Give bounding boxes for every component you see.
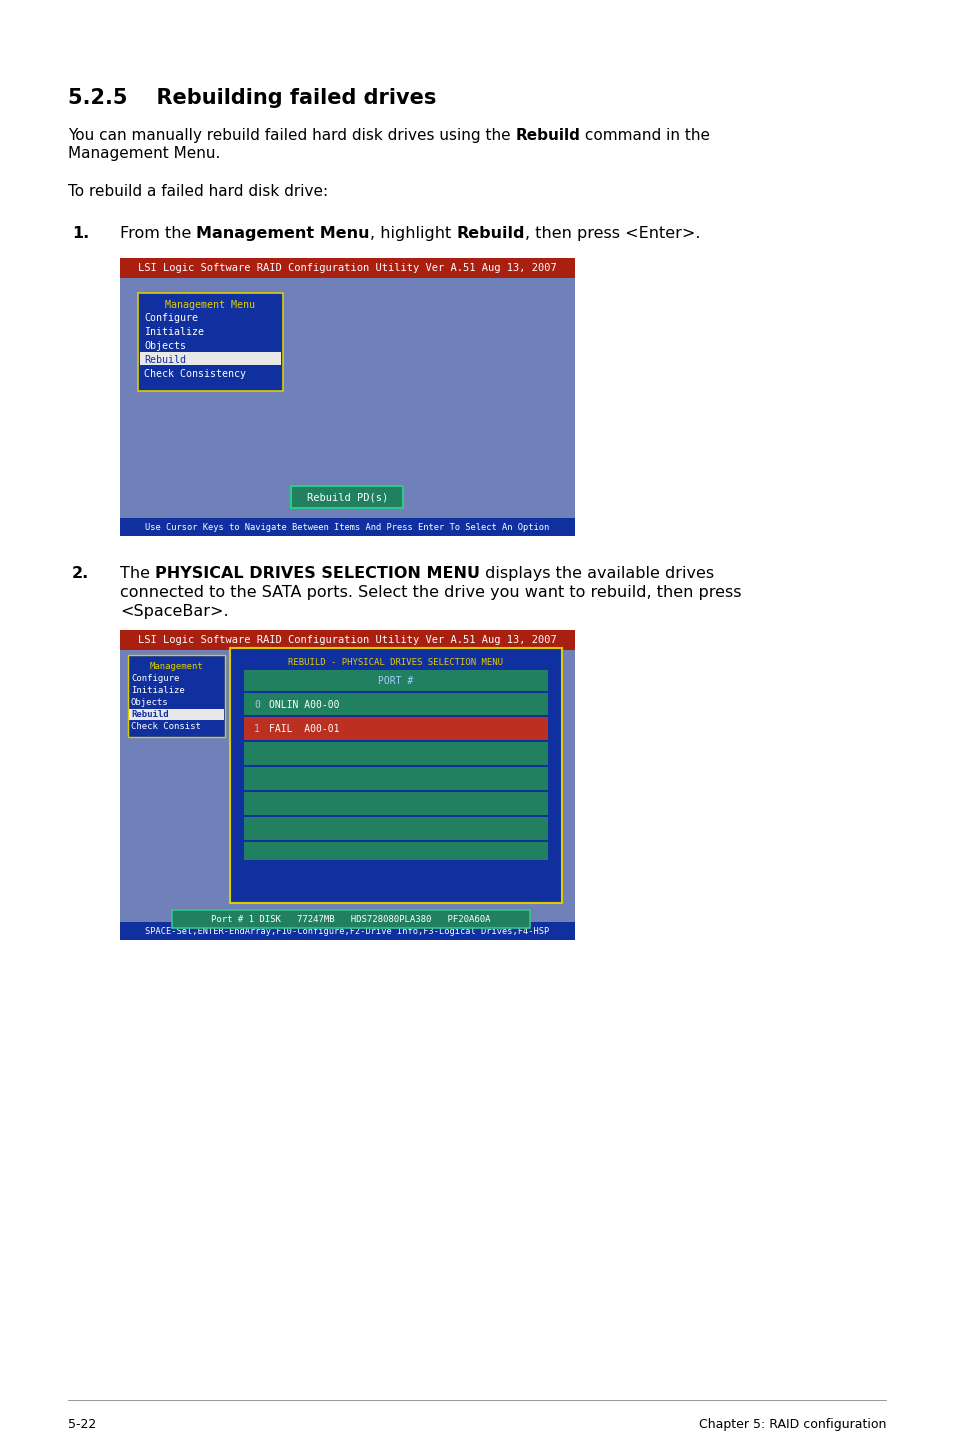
Text: Management Menu: Management Menu bbox=[196, 226, 370, 242]
Bar bbox=[120, 257, 575, 278]
Bar bbox=[244, 765, 547, 766]
Text: Port # 1 DISK   77247MB   HDS728080PLA380   PF20A60A: Port # 1 DISK 77247MB HDS728080PLA380 PF… bbox=[211, 915, 490, 923]
Bar bbox=[244, 742, 547, 766]
Text: command in the: command in the bbox=[579, 128, 710, 142]
Text: Management Menu: Management Menu bbox=[165, 301, 255, 311]
Bar bbox=[292, 486, 403, 508]
Bar bbox=[230, 649, 561, 903]
Text: 1.: 1. bbox=[71, 226, 90, 242]
Text: connected to the SATA ports. Select the drive you want to rebuild, then press: connected to the SATA ports. Select the … bbox=[120, 585, 740, 600]
Bar bbox=[172, 910, 530, 928]
Bar bbox=[244, 792, 547, 817]
Text: REBUILD - PHYSICAL DRIVES SELECTION MENU: REBUILD - PHYSICAL DRIVES SELECTION MENU bbox=[288, 659, 503, 667]
Bar bbox=[120, 650, 575, 940]
Text: Rebuild PD(s): Rebuild PD(s) bbox=[307, 492, 388, 502]
Text: , highlight: , highlight bbox=[370, 226, 456, 242]
Text: Rebuild: Rebuild bbox=[456, 226, 524, 242]
Bar bbox=[244, 840, 547, 843]
Text: PHYSICAL DRIVES SELECTION MENU: PHYSICAL DRIVES SELECTION MENU bbox=[155, 567, 479, 581]
Bar bbox=[120, 922, 575, 940]
Text: LSI Logic Software RAID Configuration Utility Ver A.51 Aug 13, 2007: LSI Logic Software RAID Configuration Ut… bbox=[138, 263, 557, 273]
Text: FAIL  A00-01: FAIL A00-01 bbox=[269, 725, 339, 735]
Text: Initialize: Initialize bbox=[144, 326, 204, 336]
Text: Initialize: Initialize bbox=[131, 686, 185, 695]
Bar bbox=[244, 692, 547, 718]
Text: You can manually rebuild failed hard disk drives using the: You can manually rebuild failed hard dis… bbox=[68, 128, 515, 142]
Text: SPACE-Sel,ENTER-EndArray,F10-Configure,F2-Drive Info,F3-Logical Drives,F4-HSP: SPACE-Sel,ENTER-EndArray,F10-Configure,F… bbox=[145, 926, 549, 936]
Text: ONLIN A00-00: ONLIN A00-00 bbox=[269, 699, 339, 709]
Bar bbox=[128, 654, 225, 738]
Text: 2.: 2. bbox=[71, 567, 90, 581]
Text: Configure: Configure bbox=[144, 313, 198, 324]
Text: Rebuild: Rebuild bbox=[131, 710, 169, 719]
Text: Configure: Configure bbox=[131, 674, 179, 683]
Bar bbox=[244, 692, 547, 693]
Text: Rebuild: Rebuild bbox=[515, 128, 579, 142]
Text: Rebuild: Rebuild bbox=[144, 355, 186, 365]
Text: 0: 0 bbox=[253, 699, 259, 709]
Text: Objects: Objects bbox=[131, 697, 169, 707]
Bar bbox=[120, 278, 575, 536]
Text: 5.2.5    Rebuilding failed drives: 5.2.5 Rebuilding failed drives bbox=[68, 88, 436, 108]
Text: Objects: Objects bbox=[144, 341, 186, 351]
Text: Management: Management bbox=[150, 661, 203, 672]
Text: From the: From the bbox=[120, 226, 196, 242]
Bar bbox=[140, 352, 281, 365]
Bar bbox=[244, 741, 547, 742]
Bar bbox=[244, 766, 547, 792]
Text: Check Consist: Check Consist bbox=[131, 722, 201, 731]
Text: Check Consistency: Check Consistency bbox=[144, 370, 246, 380]
Text: The: The bbox=[120, 567, 155, 581]
Text: displays the available drives: displays the available drives bbox=[479, 567, 714, 581]
Bar bbox=[244, 817, 547, 843]
Text: , then press <Enter>.: , then press <Enter>. bbox=[524, 226, 700, 242]
Text: 5-22: 5-22 bbox=[68, 1418, 96, 1431]
Bar bbox=[244, 715, 547, 718]
Text: To rebuild a failed hard disk drive:: To rebuild a failed hard disk drive: bbox=[68, 184, 328, 198]
Text: Chapter 5: RAID configuration: Chapter 5: RAID configuration bbox=[698, 1418, 885, 1431]
Bar bbox=[120, 630, 575, 650]
Text: Management Menu.: Management Menu. bbox=[68, 147, 220, 161]
Bar bbox=[244, 789, 547, 792]
Bar bbox=[244, 718, 547, 742]
Text: PORT #: PORT # bbox=[378, 676, 414, 686]
Bar bbox=[244, 815, 547, 817]
Text: 1: 1 bbox=[253, 725, 259, 735]
Bar bbox=[120, 518, 575, 536]
Bar bbox=[244, 670, 547, 860]
Text: Use Cursor Keys to Navigate Between Items And Press Enter To Select An Option: Use Cursor Keys to Navigate Between Item… bbox=[145, 522, 549, 532]
Bar bbox=[129, 709, 224, 720]
Bar bbox=[138, 293, 283, 391]
Text: <SpaceBar>.: <SpaceBar>. bbox=[120, 604, 229, 618]
Text: LSI Logic Software RAID Configuration Utility Ver A.51 Aug 13, 2007: LSI Logic Software RAID Configuration Ut… bbox=[138, 636, 557, 646]
